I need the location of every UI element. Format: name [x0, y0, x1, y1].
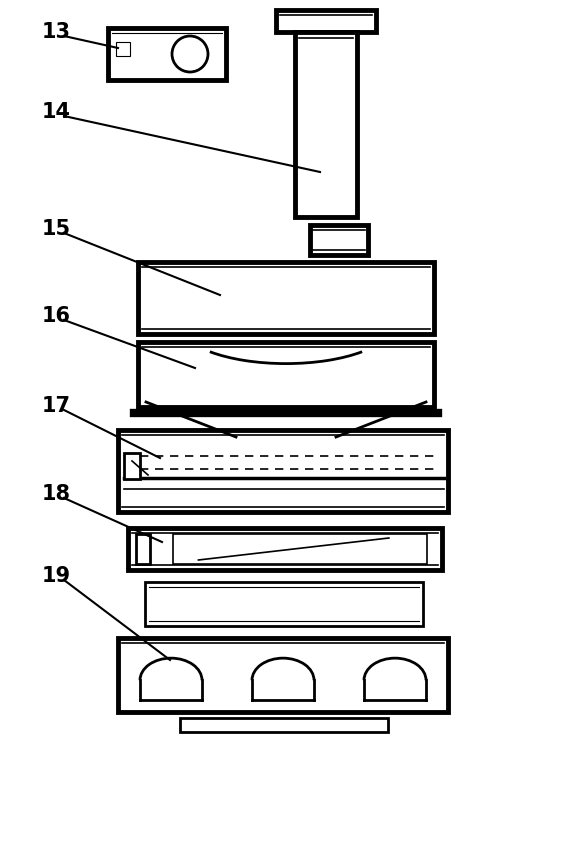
Bar — [145, 582, 423, 626]
Circle shape — [172, 36, 208, 72]
Text: 13: 13 — [42, 22, 71, 42]
Bar — [136, 534, 150, 564]
Text: 14: 14 — [42, 102, 71, 122]
Bar — [276, 10, 376, 32]
Bar — [124, 453, 140, 479]
Text: 16: 16 — [42, 306, 71, 326]
Bar — [173, 534, 427, 564]
Text: 17: 17 — [42, 396, 71, 416]
Bar — [118, 638, 448, 712]
Bar — [108, 28, 226, 80]
Bar — [295, 32, 357, 217]
Bar — [116, 42, 130, 56]
Text: 18: 18 — [42, 484, 71, 504]
Bar — [138, 342, 434, 407]
Text: 19: 19 — [42, 566, 71, 586]
Bar — [310, 225, 368, 255]
Text: 15: 15 — [42, 219, 71, 239]
Bar — [118, 430, 448, 512]
Bar — [128, 528, 442, 570]
Bar — [138, 262, 434, 334]
Bar — [180, 718, 388, 732]
